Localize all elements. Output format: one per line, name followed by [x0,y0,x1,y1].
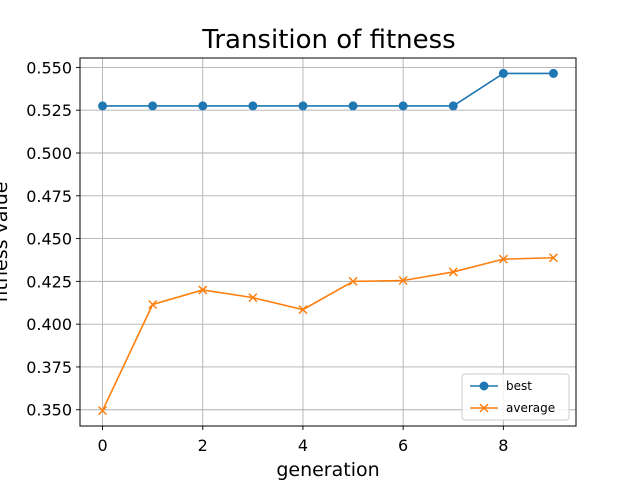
y-tick-label: 0.525 [26,101,72,120]
legend-item-average: average [470,401,555,415]
data-point-average [398,275,408,286]
data-point-best [348,101,358,111]
marker-stroke [448,267,458,277]
data-point-average [298,305,308,315]
series-average [98,253,558,416]
series-best [98,68,558,111]
data-point-best [498,68,508,78]
x-axis-label: generation [276,459,379,480]
legend-item-best: best [470,379,532,393]
x-tick-label: 4 [298,436,308,455]
marker-stroke [348,276,358,286]
data-point-best [548,68,558,78]
legend: best average [461,373,570,421]
legend-label: average [506,401,555,415]
marker-stroke [479,403,489,413]
data-point-average [548,253,558,263]
data-point-best [448,101,458,111]
x-tick-label: 2 [198,436,208,455]
y-tick-label: 0.400 [26,315,72,334]
x-tick-label: 0 [97,436,107,455]
marker-stroke [498,254,508,264]
marker-stroke [548,253,558,263]
data-point-average [98,406,108,416]
data-point-average [498,254,508,264]
legend-marker [479,403,489,413]
marker-stroke [298,305,308,315]
y-axis-label: fitness value [0,182,12,303]
marker-stroke [198,285,208,295]
y-tick-label: 0.375 [26,358,72,377]
legend-marker [479,381,489,391]
marker-stroke [248,293,258,303]
marker-stroke [398,275,408,286]
plot-frame [79,57,577,427]
data-point-best [148,101,158,111]
series-line-average [101,256,554,411]
x-tick-label: 8 [498,436,508,455]
y-tick-label: 0.450 [26,230,72,249]
data-point-average [198,285,208,295]
y-tick-label: 0.350 [26,401,72,420]
x-tick-label: 6 [398,436,408,455]
data-point-best [298,101,308,111]
data-point-average [348,276,358,286]
tick-layer: 0 2 4 6 8 0.350 0.375 0.400 0.425 0.450 0.475 0.500… [26,58,508,455]
y-tick-label: 0.500 [26,144,72,163]
series-layer [98,68,558,416]
marker-stroke [98,406,108,416]
y-tick-label: 0.475 [26,187,72,206]
data-point-average [448,267,458,277]
data-point-best [198,101,208,111]
data-point-best [248,101,258,111]
series-line-best [102,72,554,107]
grid-layer [80,58,576,426]
y-tick-label: 0.425 [26,272,72,291]
data-point-average [148,299,158,310]
y-tick-label: 0.550 [26,58,72,77]
data-point-average [248,293,258,303]
chart-title: Transition of fitness [201,25,455,55]
marker-stroke [148,299,158,310]
data-point-best [98,101,108,111]
data-point-best [398,101,408,111]
legend-label: best [506,379,532,393]
